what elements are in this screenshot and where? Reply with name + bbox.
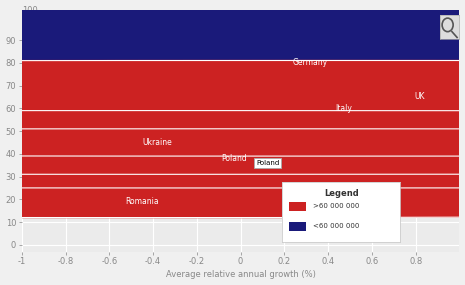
Circle shape — [0, 136, 465, 181]
Circle shape — [0, 111, 465, 174]
Circle shape — [0, 129, 465, 188]
X-axis label: Average relative annual growth (%): Average relative annual growth (%) — [166, 270, 316, 280]
Text: Poland: Poland — [221, 154, 247, 163]
Text: UK: UK — [415, 92, 425, 101]
Text: Italy: Italy — [335, 104, 352, 113]
Text: Germany: Germany — [293, 58, 328, 67]
Circle shape — [0, 186, 465, 217]
Text: 100: 100 — [22, 6, 38, 15]
Circle shape — [0, 104, 465, 154]
Text: Poland: Poland — [256, 160, 279, 166]
Text: Romania: Romania — [125, 197, 159, 206]
Circle shape — [0, 8, 465, 117]
Circle shape — [0, 60, 465, 156]
Circle shape — [0, 51, 465, 142]
Text: Ukraine: Ukraine — [143, 138, 173, 147]
